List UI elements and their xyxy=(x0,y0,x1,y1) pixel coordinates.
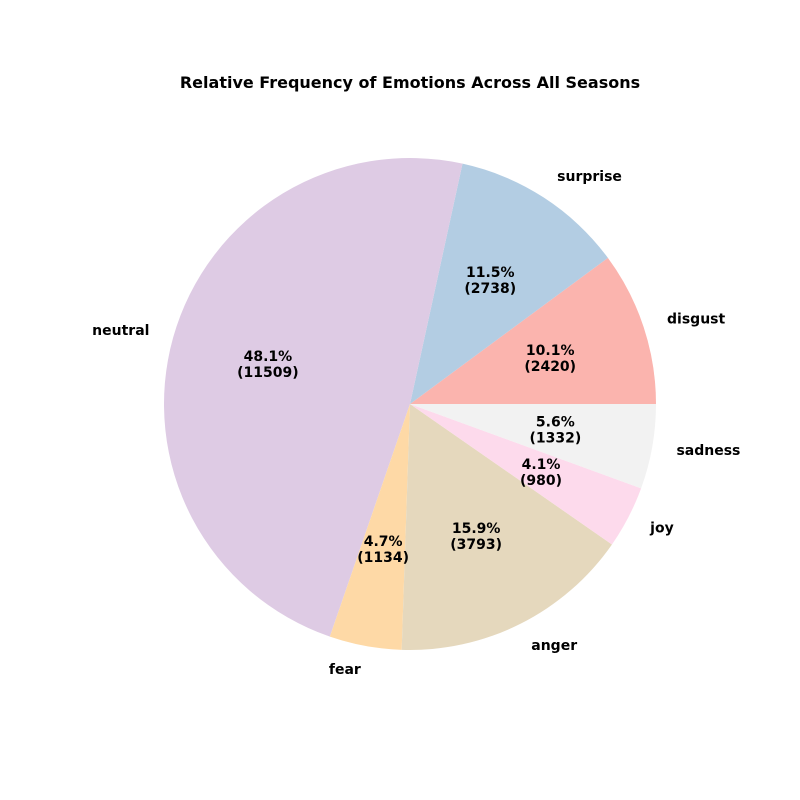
slice-percent-anger: 15.9% xyxy=(452,521,501,537)
slice-value-label-surprise: 11.5% (2738) xyxy=(464,265,516,297)
slice-count-disgust: (2420) xyxy=(524,359,576,375)
slice-label-disgust: disgust xyxy=(667,311,725,327)
slice-count-anger: (3793) xyxy=(450,537,502,553)
slice-percent-disgust: 10.1% xyxy=(526,343,575,359)
slice-percent-neutral: 48.1% xyxy=(244,349,293,365)
slice-value-label-fear: 4.7% (1134) xyxy=(357,534,409,566)
pie-slice-sadness xyxy=(410,404,656,489)
pie-labels: disgust 10.1% (2420) surprise 11.5% (2738) neu… xyxy=(92,169,740,678)
slice-count-surprise: (2738) xyxy=(464,281,516,297)
pie-slice-disgust xyxy=(410,257,656,404)
pie-slice-anger xyxy=(401,404,612,650)
slice-value-label-sadness: 5.6% (1332) xyxy=(529,415,581,447)
slice-value-label-disgust: 10.1% (2420) xyxy=(524,343,576,375)
slice-value-label-neutral: 48.1% (11509) xyxy=(237,349,299,381)
slice-label-sadness: sadness xyxy=(676,443,740,459)
pie-slice-fear xyxy=(329,404,410,650)
chart-title: Relative Frequency of Emotions Across Al… xyxy=(180,73,640,92)
pie-slice-surprise xyxy=(410,163,608,404)
slice-label-joy: joy xyxy=(649,521,674,537)
slice-percent-surprise: 11.5% xyxy=(466,265,515,281)
pie-slice-neutral xyxy=(163,157,463,637)
slice-count-neutral: (11509) xyxy=(237,365,299,381)
slice-percent-sadness: 5.6% xyxy=(536,415,575,431)
slice-percent-fear: 4.7% xyxy=(364,534,403,550)
slice-count-joy: (980) xyxy=(520,473,562,489)
slice-label-surprise: surprise xyxy=(557,169,622,185)
slice-label-fear: fear xyxy=(329,662,361,678)
slice-count-sadness: (1332) xyxy=(529,431,581,447)
slice-count-fear: (1134) xyxy=(357,550,409,566)
slice-value-label-joy: 4.1% (980) xyxy=(520,457,562,489)
slice-value-label-anger: 15.9% (3793) xyxy=(450,521,502,553)
slice-percent-joy: 4.1% xyxy=(522,457,561,473)
slice-label-neutral: neutral xyxy=(92,323,149,339)
pie-slices xyxy=(163,157,656,650)
pie-slice-joy xyxy=(410,404,642,545)
slice-label-anger: anger xyxy=(531,638,577,654)
